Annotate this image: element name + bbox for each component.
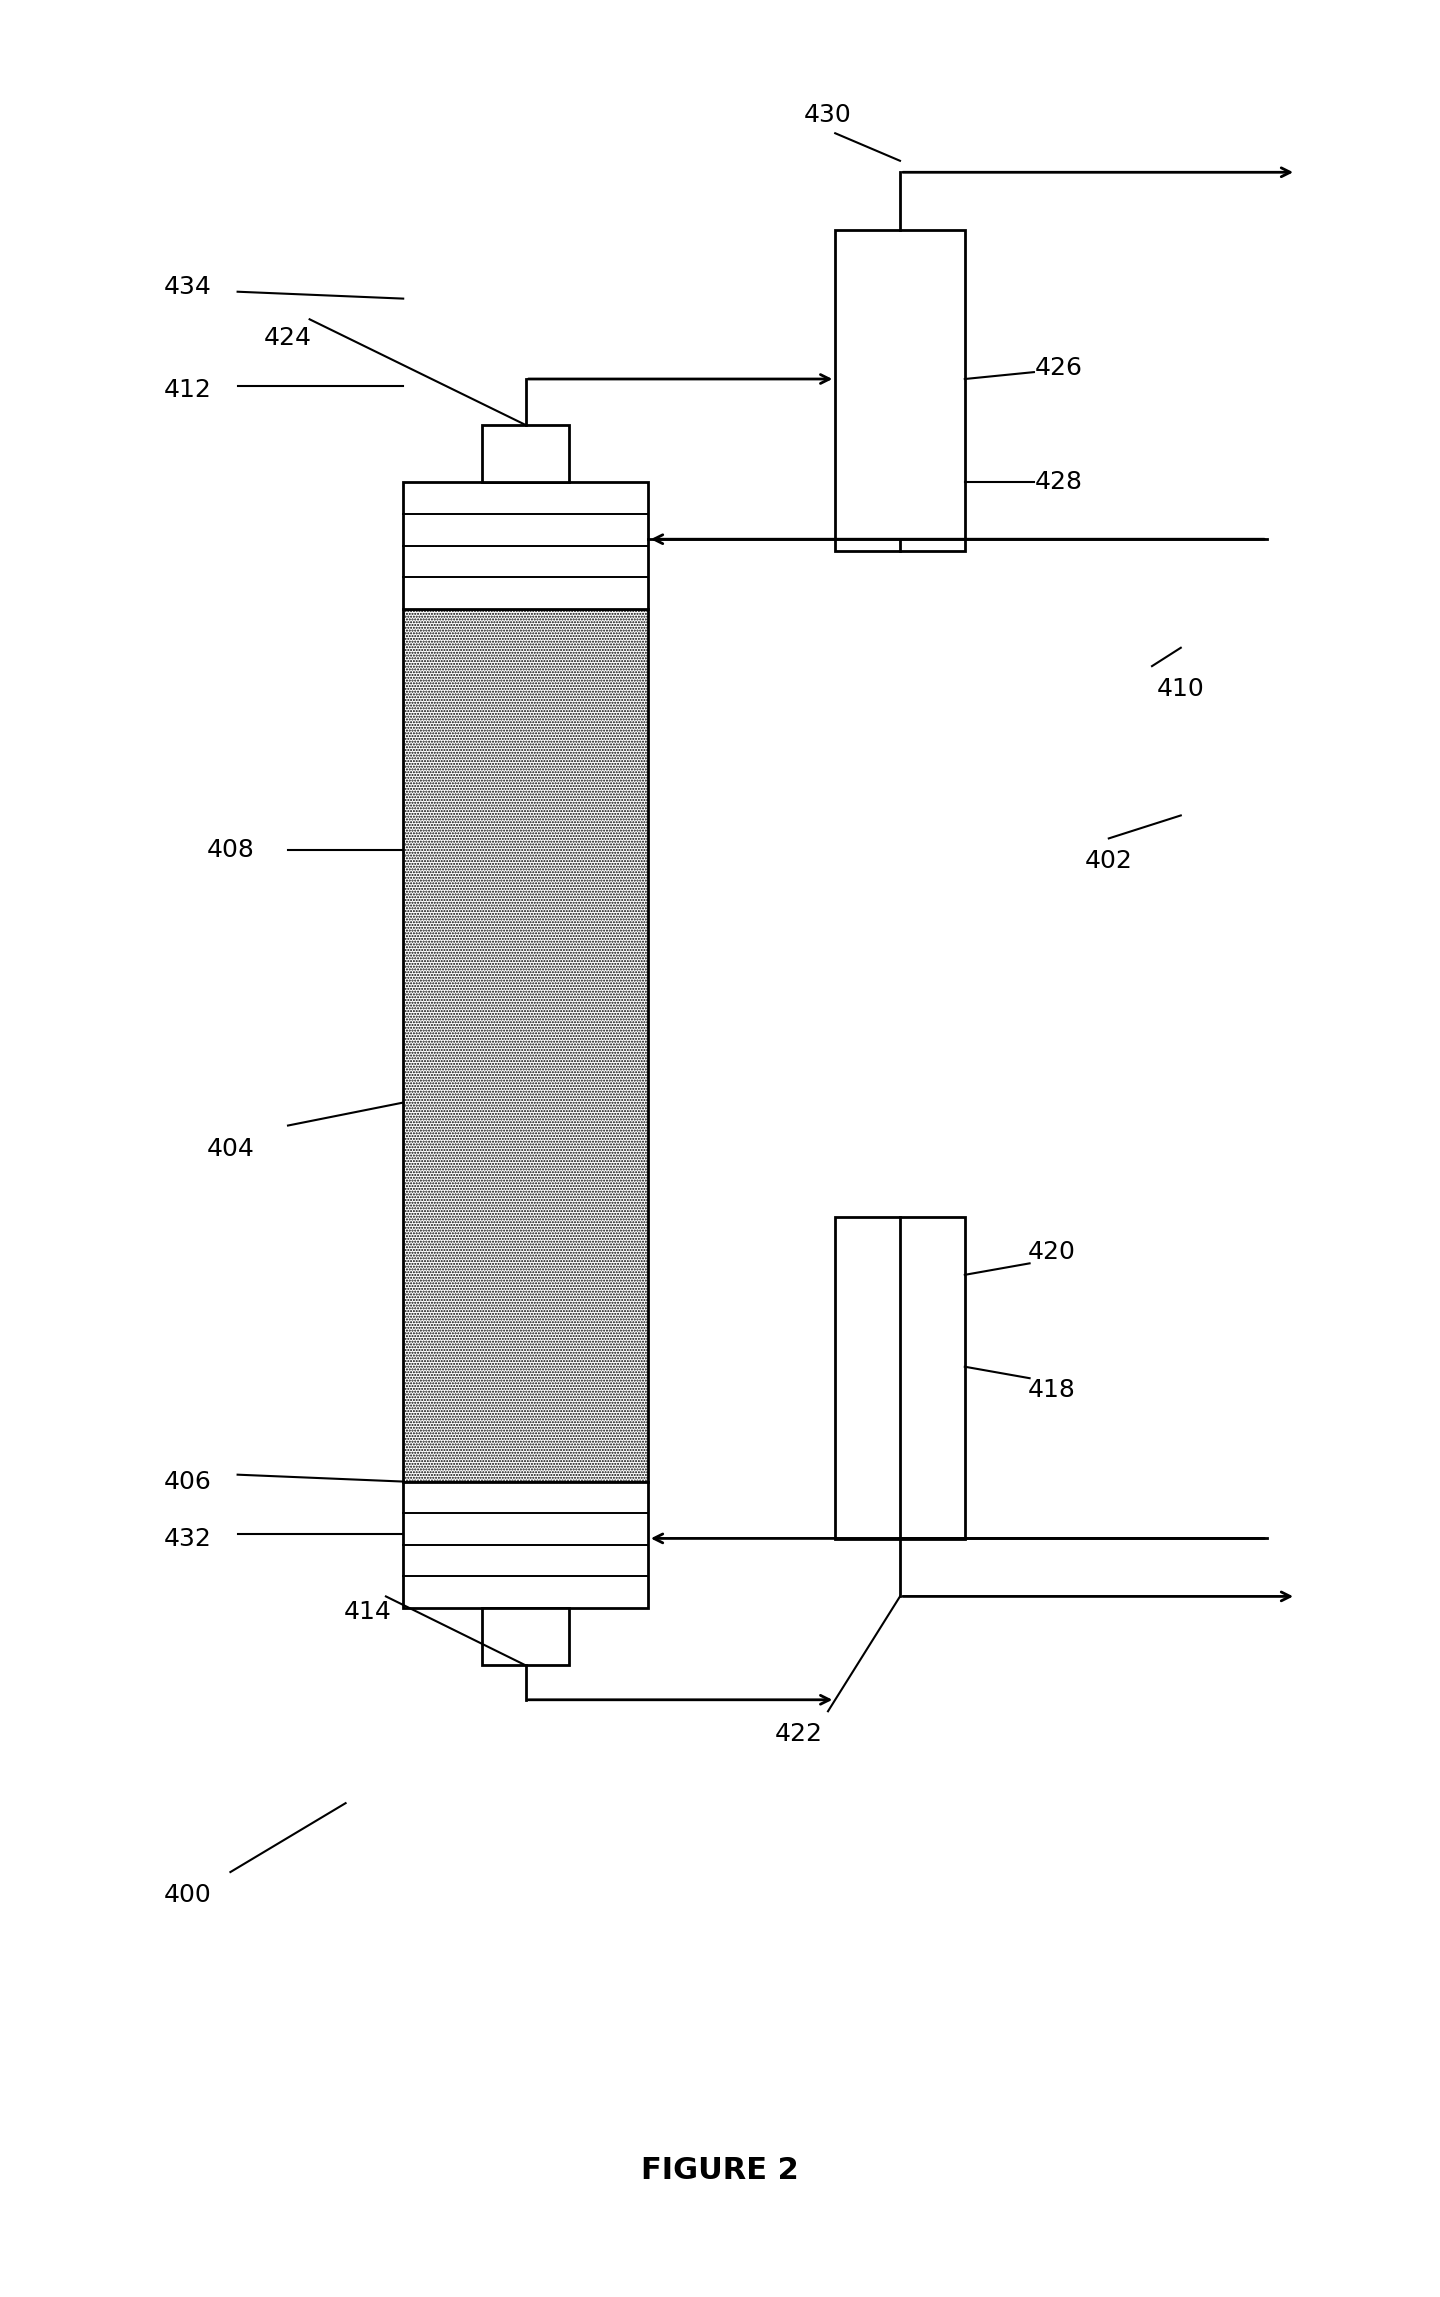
Text: 420: 420 xyxy=(1027,1240,1076,1263)
Text: 406: 406 xyxy=(163,1470,212,1493)
Text: 400: 400 xyxy=(163,1884,212,1907)
Text: 418: 418 xyxy=(1027,1378,1076,1401)
Bar xyxy=(482,425,569,482)
Bar xyxy=(835,1217,965,1539)
Bar xyxy=(403,482,648,609)
Text: 432: 432 xyxy=(163,1528,212,1550)
Bar xyxy=(403,1482,648,1608)
Text: 408: 408 xyxy=(206,838,255,861)
Text: 414: 414 xyxy=(343,1601,392,1624)
Text: 422: 422 xyxy=(775,1723,824,1746)
Text: 434: 434 xyxy=(163,276,212,299)
Text: FIGURE 2: FIGURE 2 xyxy=(641,2157,799,2184)
Text: 404: 404 xyxy=(206,1137,255,1160)
Text: 426: 426 xyxy=(1034,356,1083,379)
Text: 428: 428 xyxy=(1034,471,1083,494)
Text: 424: 424 xyxy=(264,326,312,349)
Text: 430: 430 xyxy=(804,103,852,126)
Bar xyxy=(482,1608,569,1665)
Text: 410: 410 xyxy=(1156,678,1205,701)
Bar xyxy=(835,230,965,551)
Text: 412: 412 xyxy=(163,379,212,402)
Text: 402: 402 xyxy=(1084,850,1133,873)
Bar xyxy=(403,609,648,1482)
